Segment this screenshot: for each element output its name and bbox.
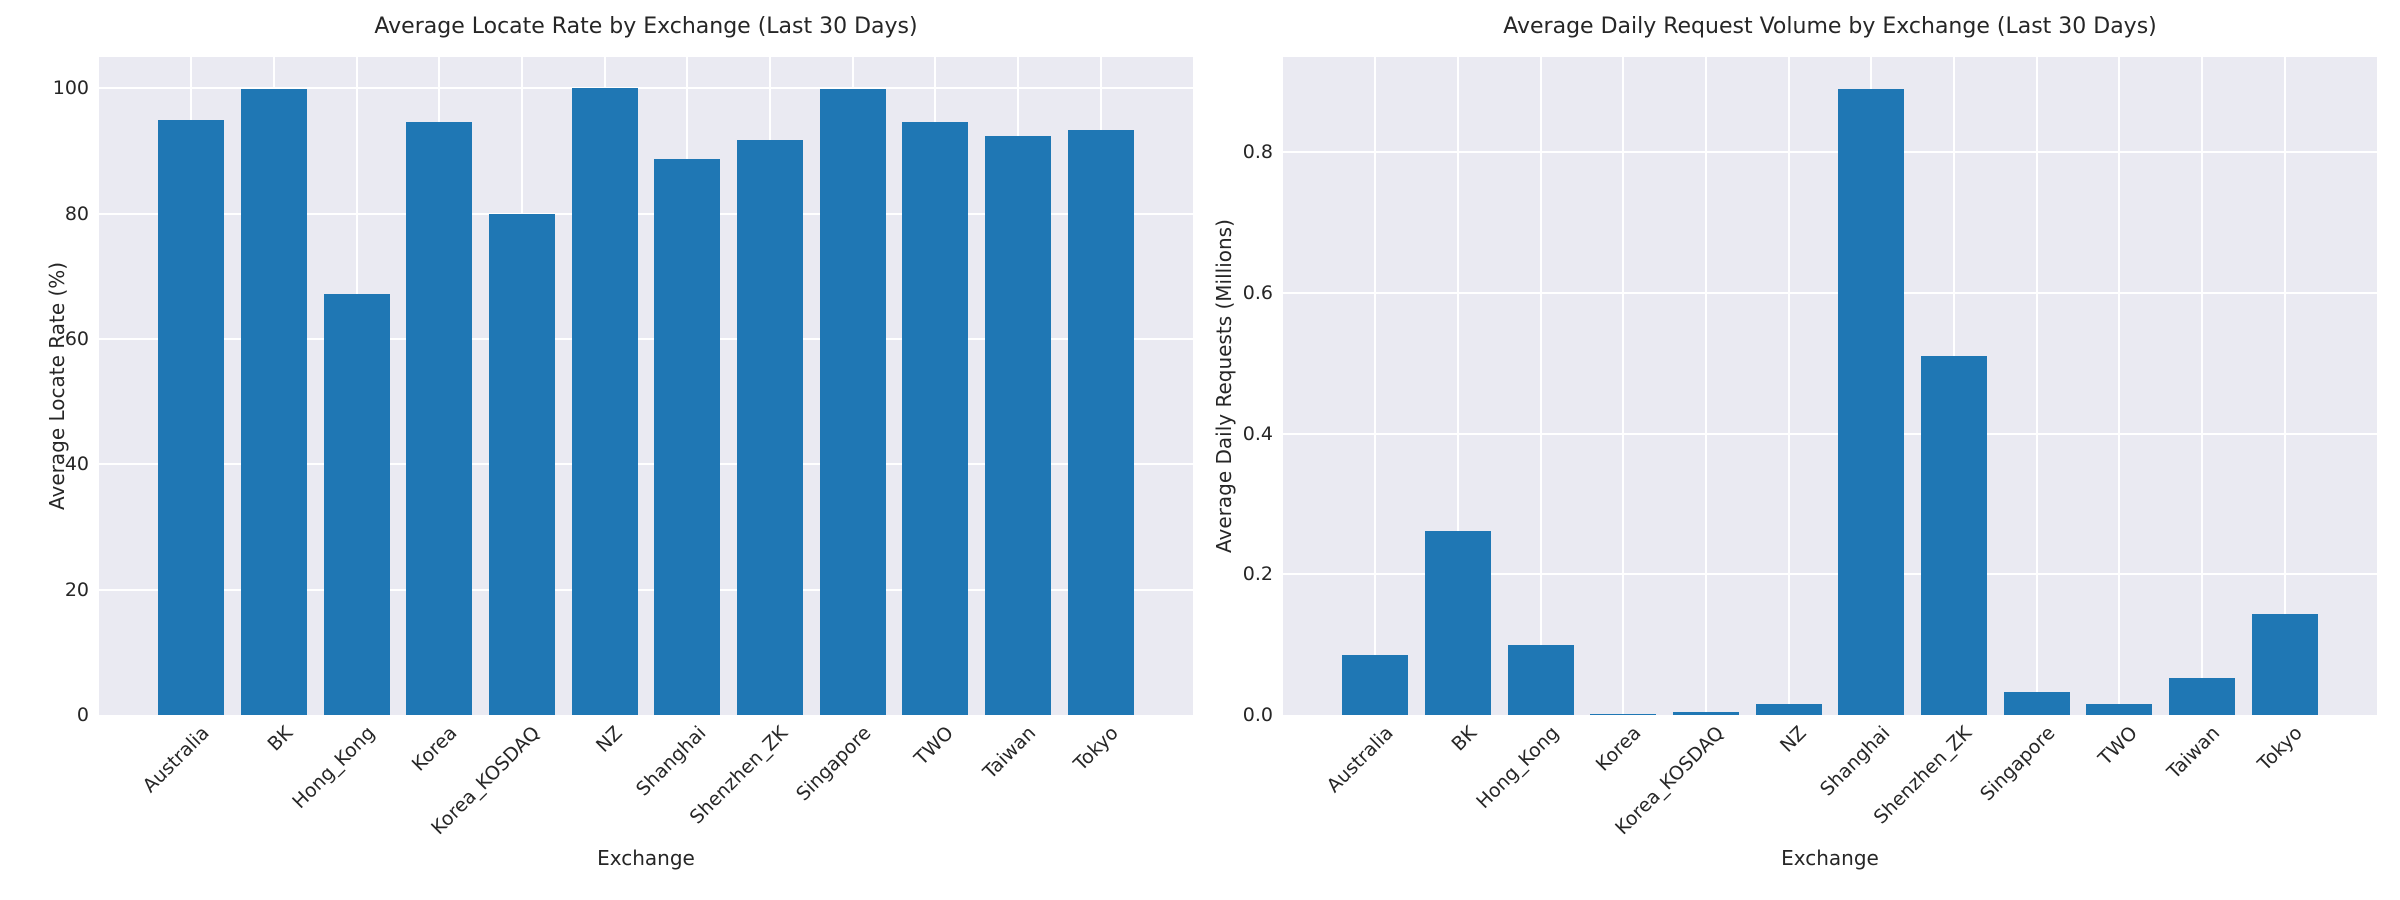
bar-Australia (1342, 655, 1409, 715)
y-tick-label: 60 (64, 328, 89, 350)
chart-title: Average Locate Rate by Exchange (Last 30… (374, 14, 918, 39)
request-volume-chart: Average Daily Request Volume by Exchange… (1200, 0, 2400, 900)
x-tick-label: Australia (138, 722, 214, 797)
gridline-vertical (2201, 57, 2203, 715)
x-tick-label: Hong_Kong (288, 722, 380, 814)
bar-Singapore (819, 88, 886, 715)
y-axis-label: Average Locate Rate (%) (45, 261, 69, 511)
x-tick-label: Singapore (1975, 722, 2060, 806)
bar-BK (241, 88, 307, 715)
gridline-horizontal (99, 588, 1193, 591)
gridline-vertical (1622, 57, 1625, 715)
x-axis-label: Exchange (597, 846, 695, 870)
bar-Korea (1590, 713, 1657, 715)
bar-NZ (1755, 703, 1822, 715)
x-tick-label: TWO (910, 722, 958, 770)
plot-area (1283, 57, 2377, 715)
bar-Taiwan (985, 135, 1051, 715)
y-tick-label: 40 (64, 453, 89, 476)
bar-Korea_KOSDAQ (489, 213, 555, 715)
y-tick-label: 0.4 (1242, 422, 1273, 445)
gridline-vertical (1539, 57, 1542, 715)
x-tick-label: Hong_Kong (1472, 722, 1564, 814)
gridline-horizontal (99, 338, 1193, 340)
gridline-vertical (2035, 57, 2038, 715)
gridline-vertical (1705, 57, 1707, 715)
bar-Shenzhen_ZK (737, 139, 803, 715)
x-tick-label: Tokyo (2254, 722, 2308, 776)
bar-Australia (158, 119, 225, 715)
gridline-horizontal (1283, 151, 2377, 153)
bar-NZ (571, 88, 638, 715)
y-tick-label: 0.6 (1242, 281, 1273, 304)
gridline-horizontal (1283, 432, 2377, 435)
x-axis-label: Exchange (1781, 846, 1879, 870)
bar-TWO (2086, 704, 2153, 715)
gridline-vertical (2118, 57, 2121, 715)
y-tick-label: 80 (64, 202, 89, 225)
bar-Hong_Kong (323, 293, 390, 715)
y-tick-label: 0.8 (1242, 141, 1273, 163)
bar-Korea_KOSDAQ (1673, 712, 1739, 715)
y-tick-label: 20 (64, 578, 89, 601)
bar-TWO (902, 122, 969, 715)
y-tick-label: 0.2 (1242, 563, 1273, 586)
gridline-horizontal (1283, 291, 2377, 294)
gridline-horizontal (99, 212, 1193, 215)
gridline-vertical (2283, 57, 2286, 715)
x-tick-label: Singapore (791, 722, 876, 806)
bar-Shanghai (654, 158, 721, 715)
gridline-horizontal (99, 87, 1193, 90)
gridline-vertical (1457, 57, 1459, 715)
x-tick-label: Taiwan (979, 722, 1041, 784)
gridline-horizontal (99, 463, 1193, 466)
x-tick-label: BK (1446, 722, 1481, 756)
bar-Taiwan (2169, 677, 2235, 715)
locate-rate-chart: Average Locate Rate by Exchange (Last 30… (45, 14, 1193, 870)
bar-BK (1425, 530, 1491, 715)
x-tick-label: Australia (1322, 722, 1398, 797)
gridline-vertical (1374, 57, 1377, 715)
bar-Korea (406, 122, 473, 715)
x-tick-label: NZ (592, 722, 628, 757)
plot-area (99, 57, 1193, 715)
x-tick-label: Shanghai (631, 722, 710, 801)
x-tick-label: Tokyo (1070, 722, 1124, 776)
chart-title: Average Daily Request Volume by Exchange… (1503, 14, 2157, 39)
bar-Singapore (2003, 692, 2070, 715)
x-tick-label: Korea (1592, 722, 1646, 776)
bar-Tokyo (2251, 613, 2318, 715)
x-tick-label: TWO (2094, 722, 2142, 770)
bar-Hong_Kong (1507, 645, 1574, 715)
x-tick-label: Taiwan (2163, 722, 2225, 784)
gridline-horizontal (1283, 573, 2377, 576)
bar-Tokyo (1067, 129, 1134, 715)
y-tick-label: 100 (52, 77, 89, 100)
gridline-vertical (1787, 57, 1790, 715)
x-tick-label: NZ (1776, 722, 1812, 757)
y-tick-label: 0 (76, 704, 89, 726)
x-tick-label: Shanghai (1815, 722, 1894, 801)
bar-Shanghai (1838, 88, 1905, 715)
bar-Shenzhen_ZK (1921, 356, 1987, 715)
y-tick-label: 0.0 (1242, 704, 1273, 726)
x-tick-label: BK (262, 722, 297, 756)
x-tick-label: Korea (408, 722, 462, 776)
